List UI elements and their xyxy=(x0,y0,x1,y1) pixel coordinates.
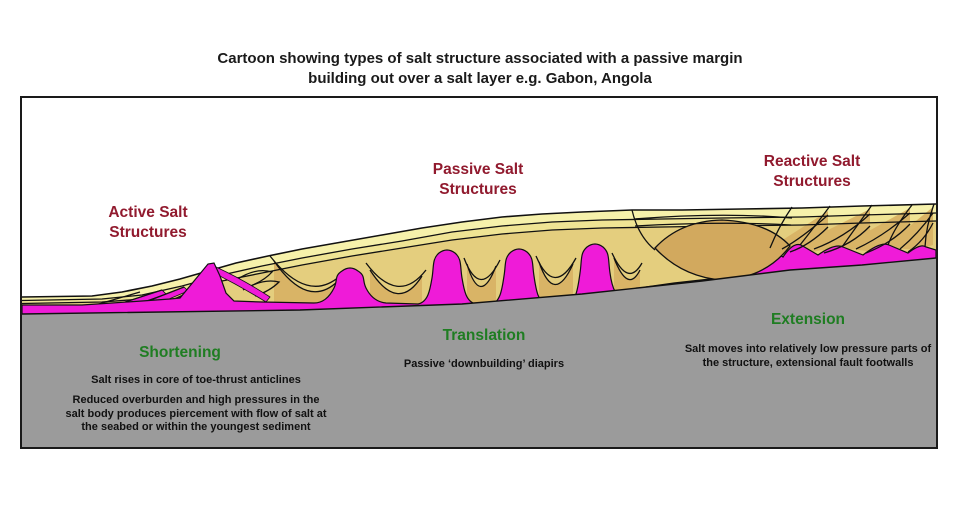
text-translation-line1: Passive ‘downbuilding’ diapirs xyxy=(403,358,565,370)
text-extension-line1: Salt moves into relatively low pressure … xyxy=(684,343,932,369)
sediment-upper-band xyxy=(22,204,936,301)
label-active-salt-structures: Active Salt Structures xyxy=(108,204,188,241)
heading-translation: Translation xyxy=(442,327,526,344)
rollover-lens xyxy=(654,219,791,281)
extensional-fault-lines xyxy=(631,203,935,254)
figure-title: Cartoon showing types of salt structure … xyxy=(217,50,743,87)
text-shortening-paragraph: Reduced overburden and high pressures in… xyxy=(65,394,327,433)
basement xyxy=(22,258,936,447)
salt-layer xyxy=(22,243,936,318)
seabed-line xyxy=(22,203,936,298)
base-of-salt-line xyxy=(22,257,936,315)
label-passive-salt-structures: Passive Salt Structures xyxy=(432,161,524,198)
heading-extension: Extension xyxy=(770,311,846,328)
label-reactive-salt-structures: Reactive Salt Structures xyxy=(763,153,861,190)
heading-shortening: Shortening xyxy=(139,344,221,361)
diagram-frame xyxy=(20,96,938,449)
salt-structure-diagram xyxy=(22,203,936,447)
text-shortening-line1: Salt rises in core of toe-thrust anticli… xyxy=(91,374,301,386)
